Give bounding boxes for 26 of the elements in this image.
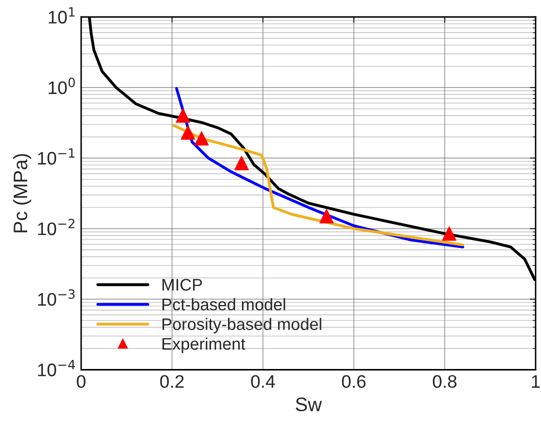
point: [234, 156, 249, 170]
x-tick-label: 0.2: [160, 375, 184, 388]
point: [442, 226, 456, 241]
x-tick-label: 1: [532, 375, 540, 388]
legend-label: MICP: [162, 278, 202, 291]
x-tick-label: 0: [76, 375, 86, 388]
legend-label: Pct-based model: [162, 298, 286, 310]
legend-label: Porosity-based model: [162, 318, 322, 334]
y-tick-label: 10$^{−2}$: [38, 218, 74, 236]
y-tick-label: 10$^{−1}$: [38, 148, 74, 165]
point: [180, 125, 196, 140]
y-tick-label: 10$^{−3}$: [38, 289, 75, 306]
point: [176, 108, 190, 123]
y-tick-label: 10$^{0}$: [48, 78, 75, 94]
x-tick-label: 0.4: [251, 375, 275, 388]
line-series: [175, 87, 464, 248]
x-axis-title: Sw: [296, 398, 322, 412]
y-tick-label: 10$^{1}$: [48, 7, 75, 24]
legend-label: Experiment: [162, 338, 246, 354]
x-tick-label: 0.6: [342, 375, 366, 388]
x-tick-label: 0.8: [432, 375, 456, 388]
line-series: [172, 124, 464, 246]
y-axis-title: Pc (MPa): [13, 154, 32, 232]
point: [194, 131, 209, 146]
point: [319, 209, 334, 224]
y-tick-label: 10$^{−4}$: [38, 360, 75, 376]
